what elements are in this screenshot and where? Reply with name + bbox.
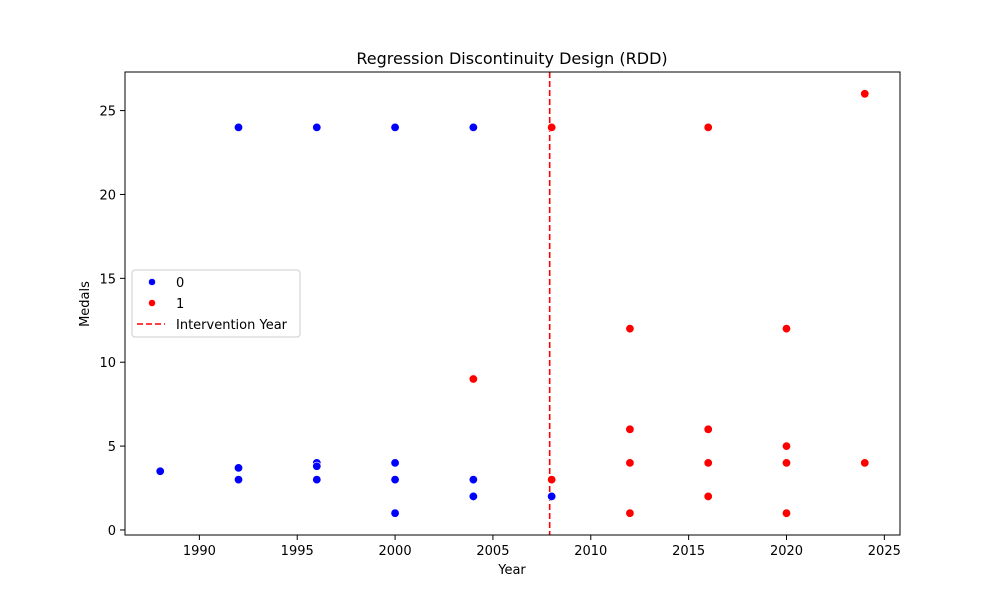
legend: 0 1 Intervention Year [131,269,301,338]
plot-area [155,72,870,535]
x-axis-label: Year [497,563,526,578]
x-tick-label: 2000 [379,544,412,559]
x-tick-label: 2005 [476,544,509,559]
series-0-point [547,491,557,501]
x-tick-label: 1990 [183,544,216,559]
x-tick-label: 2025 [868,544,901,559]
series-0-point [312,122,322,132]
series-0-point [468,491,478,501]
series-0-point [390,508,400,518]
x-tick-label: 2010 [574,544,607,559]
series-1-point [781,324,791,334]
y-tick-label: 10 [99,356,116,371]
legend-marker [148,299,156,307]
legend-box [131,269,301,338]
y-tick-label: 15 [99,272,116,287]
series-1-point [781,458,791,468]
y-tick-label: 5 [108,440,116,455]
y-tick-label: 0 [108,524,116,539]
series-1-point [703,491,713,501]
y-axis-label: Medals [78,281,93,327]
series-1-point [860,458,870,468]
axes-frame [124,71,901,536]
series-0-point [468,122,478,132]
series-1-point [625,324,635,334]
series-1-point [547,122,557,132]
x-tick-label: 2020 [770,544,803,559]
series-1-point [625,424,635,434]
series-0-point [468,475,478,485]
x-tick-label: 1995 [281,544,314,559]
series-0-point [234,475,244,485]
series-1-point [703,424,713,434]
legend-marker [148,278,156,286]
series-1-point [547,475,557,485]
series-0-point [234,122,244,132]
series-1-point [860,89,870,99]
series-1-point [781,441,791,451]
series-1-point [703,122,713,132]
series-0-point [234,463,244,473]
series-0-point [312,461,322,471]
legend-label: 1 [176,297,184,312]
legend-label: Intervention Year [176,318,288,333]
x-tick-label: 2015 [672,544,705,559]
series-1-point [468,374,478,384]
series-0-point [390,475,400,485]
series-1-point [625,458,635,468]
series-0-point [312,475,322,485]
y-tick-label: 20 [99,188,116,203]
y-tick-label: 25 [99,105,116,120]
series-1-point [703,458,713,468]
series-0-point [390,122,400,132]
legend-label: 0 [176,276,184,291]
chart-title: Regression Discontinuity Design (RDD) [356,49,667,68]
series-1-point [781,508,791,518]
series-0-point [155,466,165,476]
series-0-point [390,458,400,468]
series-1-point [625,508,635,518]
